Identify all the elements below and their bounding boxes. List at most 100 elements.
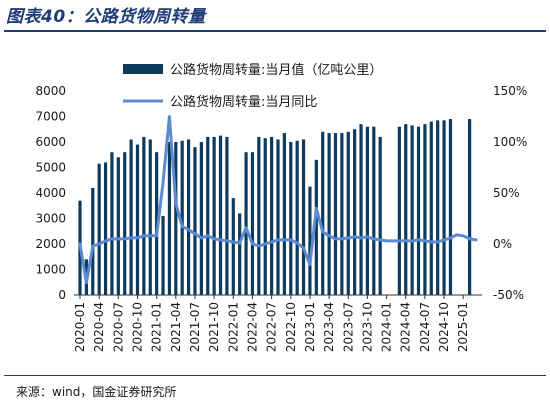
y-left-tick-label: 4000 (35, 186, 66, 200)
x-tick-label: 2024-10 (437, 302, 451, 352)
y-left-tick-label: 3000 (35, 212, 66, 226)
x-tick-label: 2021-07 (188, 302, 202, 352)
bar (263, 138, 267, 295)
bar (429, 121, 433, 295)
y-left-tick-label: 7000 (35, 110, 66, 124)
x-tick-label: 2022-01 (226, 302, 240, 352)
bar (468, 119, 472, 295)
bar (186, 139, 191, 295)
bar (365, 126, 370, 295)
x-tick-label: 2023-04 (322, 302, 336, 352)
x-tick-label: 2020-10 (130, 302, 144, 352)
legend-swatch-bar (123, 64, 163, 74)
y-left-tick-label: 8000 (35, 84, 66, 98)
x-tick-label: 2021-04 (169, 302, 183, 352)
bar (416, 126, 421, 295)
bar (340, 133, 344, 295)
title-divider (4, 30, 546, 32)
y-left-tick-label: 5000 (35, 161, 66, 175)
bar (346, 131, 350, 295)
chart: 0 1000 2000 3000 4000 5000 6000 7000 8000 -50% 0% 5… (35, 62, 527, 352)
x-tick-label: 2021-10 (207, 302, 221, 352)
x-tick-label: 2021-01 (150, 302, 164, 352)
bar (295, 140, 299, 295)
bar (321, 131, 325, 295)
legend-label-line: 公路货物周转量:当月同比 (170, 94, 317, 110)
bar (174, 142, 178, 295)
x-tick-label: 2020-04 (92, 302, 106, 352)
y-right-tick-label: -50% (493, 288, 524, 302)
bar (289, 142, 293, 295)
bar (212, 136, 216, 295)
bar (180, 140, 184, 295)
chart-axes: 0 1000 2000 3000 4000 5000 6000 7000 8000 -50% 0% 5… (35, 84, 527, 352)
bar (231, 198, 235, 295)
x-tick-label: 2025-01 (456, 302, 470, 352)
bar (250, 152, 255, 295)
bar (199, 142, 203, 295)
bar (442, 120, 446, 295)
bar (270, 136, 274, 295)
x-tick-label: 2020-07 (111, 302, 125, 352)
bar (359, 124, 363, 296)
bar (148, 139, 152, 295)
bar (135, 144, 140, 295)
y-right-tick-label: 100% (493, 135, 527, 149)
yoy-line (78, 115, 478, 285)
line-series (78, 115, 478, 285)
x-tick-label: 2022-04 (245, 302, 259, 352)
bar (397, 126, 401, 295)
bar (238, 213, 242, 295)
bar-series (78, 119, 472, 296)
bar (423, 124, 427, 296)
bar (116, 157, 120, 295)
bar (257, 136, 261, 295)
y-right-tick-label: 0% (493, 237, 512, 251)
x-tick-label: 2024-07 (418, 302, 432, 352)
x-tick-label: 2022-10 (284, 302, 298, 352)
x-tick-label: 2023-10 (360, 302, 374, 352)
chart-legend: 公路货物周转量:当月值（亿吨公里） 公路货物周转量:当月同比 (123, 62, 382, 110)
bar (218, 135, 223, 295)
bar (91, 187, 95, 295)
bar (314, 159, 318, 295)
y-left-tick-label: 6000 (35, 135, 66, 149)
bar (410, 125, 414, 295)
y-right-tick-label: 50% (493, 186, 520, 200)
bar (448, 119, 453, 295)
bar (301, 139, 306, 295)
bar (282, 133, 286, 295)
x-tick-label: 2023-01 (303, 302, 317, 352)
x-tick-label: 2020-01 (73, 302, 87, 352)
bar (167, 142, 172, 295)
bar (404, 124, 408, 296)
bar (372, 126, 376, 295)
bar (378, 136, 382, 295)
x-tick-label: 2022-07 (265, 302, 279, 352)
legend-label-bar: 公路货物周转量:当月值（亿吨公里） (170, 62, 382, 78)
bar (206, 136, 210, 295)
source-note: 来源：wind，国金证券研究所 (16, 385, 177, 399)
y-left-tick-label: 1000 (35, 263, 66, 277)
bar (129, 139, 133, 295)
bar (123, 152, 127, 295)
x-tick-label: 2023-07 (341, 302, 355, 352)
bar (333, 133, 338, 295)
bar (161, 215, 165, 295)
bar (353, 129, 357, 295)
bar (110, 152, 114, 295)
figure-title: 图表40：公路货物周转量 (6, 7, 206, 27)
bar (276, 139, 280, 295)
bar (142, 136, 146, 295)
bar (103, 162, 108, 295)
bar (193, 147, 197, 295)
bar (308, 186, 312, 295)
y-left-tick-label: 2000 (35, 237, 66, 251)
y-right-tick-label: 150% (493, 84, 527, 98)
x-tick-label: 2024-04 (399, 302, 413, 352)
bar (97, 163, 101, 295)
bar (225, 136, 229, 295)
bar (244, 152, 248, 295)
source-divider (4, 375, 546, 376)
bar (436, 120, 440, 295)
